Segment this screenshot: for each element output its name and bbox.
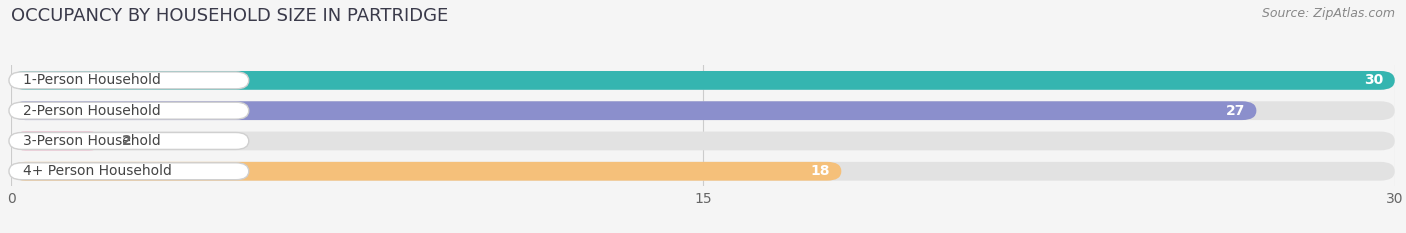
Text: 18: 18 [810,164,830,178]
FancyBboxPatch shape [8,163,249,180]
FancyBboxPatch shape [8,133,249,149]
Text: 4+ Person Household: 4+ Person Household [22,164,172,178]
Text: 27: 27 [1226,104,1244,118]
Text: 2-Person Household: 2-Person Household [22,104,160,118]
Text: OCCUPANCY BY HOUSEHOLD SIZE IN PARTRIDGE: OCCUPANCY BY HOUSEHOLD SIZE IN PARTRIDGE [11,7,449,25]
FancyBboxPatch shape [11,71,1395,90]
Text: 2: 2 [122,134,132,148]
FancyBboxPatch shape [8,102,249,119]
FancyBboxPatch shape [11,162,1395,181]
Text: Source: ZipAtlas.com: Source: ZipAtlas.com [1261,7,1395,20]
FancyBboxPatch shape [8,72,249,89]
Text: 3-Person Household: 3-Person Household [22,134,160,148]
FancyBboxPatch shape [11,162,841,181]
FancyBboxPatch shape [11,101,1257,120]
Text: 30: 30 [1364,73,1384,87]
Text: 1-Person Household: 1-Person Household [22,73,160,87]
FancyBboxPatch shape [11,132,104,150]
FancyBboxPatch shape [11,71,1395,90]
FancyBboxPatch shape [11,132,1395,150]
FancyBboxPatch shape [11,101,1395,120]
